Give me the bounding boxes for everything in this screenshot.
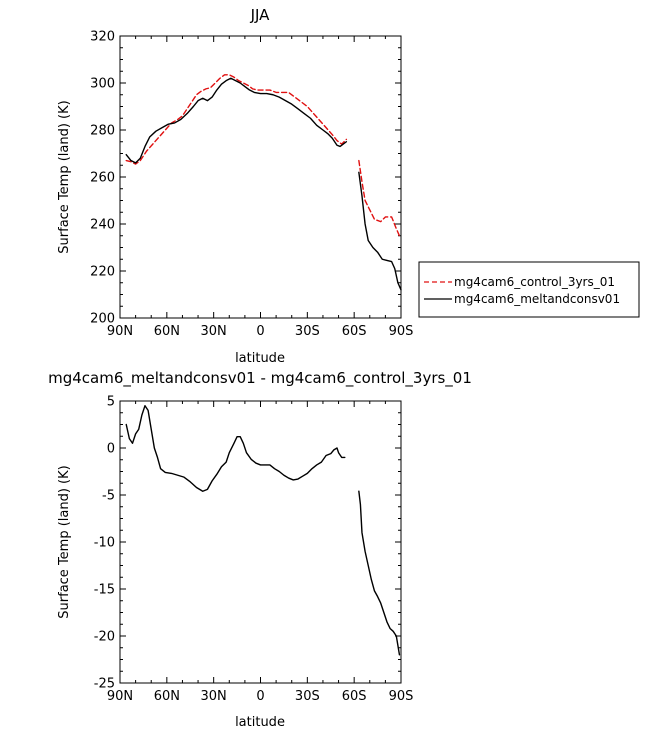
series-line-diff-0 bbox=[358, 490, 401, 656]
top-x-axis-title: latitude bbox=[235, 351, 285, 366]
legend: mg4cam6_control_3yrs_01 mg4cam6_meltandc… bbox=[418, 261, 640, 318]
x-tick-label: 60S bbox=[342, 689, 367, 704]
series-line-mg4cam6_meltandconsv01 bbox=[125, 77, 348, 164]
top-chart-title: JJA bbox=[250, 6, 271, 24]
top-series-lines bbox=[125, 74, 402, 291]
y-tick-label: 200 bbox=[90, 312, 115, 327]
top-panel: JJA 200 220 240 260 280 300 320 90N 60N 30N 0 30S 6… bbox=[57, 6, 413, 366]
x-tick-label: 90N bbox=[107, 324, 133, 339]
legend-label-meltandconsv: mg4cam6_meltandconsv01 bbox=[454, 292, 620, 306]
legend-box bbox=[418, 261, 640, 318]
series-line-mg4cam6_meltandconsv01 bbox=[358, 171, 402, 291]
x-tick-label: 60S bbox=[342, 324, 367, 339]
bottom-series-lines bbox=[125, 405, 401, 656]
y-tick-label: 300 bbox=[90, 77, 115, 92]
bottom-y-axis: -25 -20 -15 -10 -5 0 5 bbox=[94, 395, 401, 692]
top-x-axis: 90N 60N 30N 0 30S 60S 90S bbox=[107, 36, 414, 339]
y-tick-label: 240 bbox=[90, 218, 115, 233]
x-tick-label: 90N bbox=[107, 689, 133, 704]
bottom-plot-frame bbox=[119, 400, 402, 684]
x-tick-label: 60N bbox=[154, 689, 180, 704]
bottom-y-axis-title: Surface Temp (land) (K) bbox=[57, 465, 72, 618]
bottom-x-axis: 90N 60N 30N 0 30S 60S 90S bbox=[107, 401, 414, 704]
top-y-axis-title: Surface Temp (land) (K) bbox=[57, 100, 72, 253]
y-tick-label: -25 bbox=[94, 677, 115, 692]
x-tick-label: 60N bbox=[154, 324, 180, 339]
series-line-mg4cam6_control_3yrs_01 bbox=[358, 159, 401, 237]
x-tick-label: 30S bbox=[295, 689, 320, 704]
bottom-x-axis-title: latitude bbox=[235, 715, 285, 730]
top-y-axis: 200 220 240 260 280 300 320 bbox=[90, 30, 401, 327]
bottom-chart-title: mg4cam6_meltandconsv01 - mg4cam6_control… bbox=[48, 369, 472, 388]
x-tick-label: 30N bbox=[201, 324, 227, 339]
y-tick-label: 220 bbox=[90, 265, 115, 280]
y-tick-label: 0 bbox=[107, 442, 115, 457]
y-tick-label: -10 bbox=[94, 536, 115, 551]
series-line-diff-0 bbox=[125, 405, 346, 492]
y-tick-label: 260 bbox=[90, 171, 115, 186]
y-tick-label: -5 bbox=[102, 489, 115, 504]
x-tick-label: 0 bbox=[256, 324, 264, 339]
y-tick-label: 280 bbox=[90, 124, 115, 139]
series-line-mg4cam6_control_3yrs_01 bbox=[125, 74, 348, 165]
legend-label-control: mg4cam6_control_3yrs_01 bbox=[454, 275, 615, 289]
y-tick-label: 320 bbox=[90, 30, 115, 45]
x-tick-label: 90S bbox=[389, 689, 414, 704]
y-tick-label: -20 bbox=[94, 630, 115, 645]
x-tick-label: 0 bbox=[256, 689, 264, 704]
y-tick-label: -15 bbox=[94, 583, 115, 598]
y-tick-label: 5 bbox=[107, 395, 115, 410]
bottom-panel: mg4cam6_meltandconsv01 - mg4cam6_control… bbox=[48, 369, 472, 730]
x-tick-label: 30S bbox=[295, 324, 320, 339]
x-tick-label: 90S bbox=[389, 324, 414, 339]
x-tick-label: 30N bbox=[201, 689, 227, 704]
